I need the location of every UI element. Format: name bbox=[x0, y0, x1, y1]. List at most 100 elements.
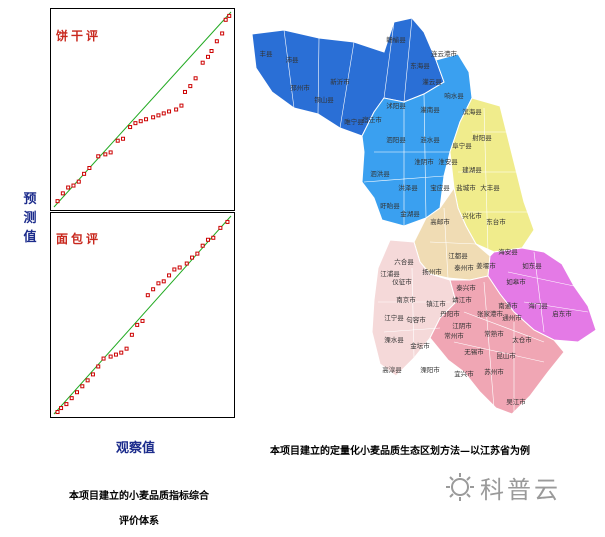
x-axis-label: 观察值 bbox=[116, 441, 156, 456]
county-label: 金湖县 bbox=[400, 209, 420, 218]
data-point bbox=[218, 225, 223, 230]
county-label: 淮安县 bbox=[438, 157, 458, 166]
county-label: 江都县 bbox=[448, 252, 468, 260]
county-label: 泰州市 bbox=[454, 263, 474, 272]
county-borders bbox=[283, 17, 589, 412]
data-point bbox=[211, 235, 216, 240]
data-point bbox=[167, 109, 172, 114]
county-label: 泗阳县 bbox=[386, 135, 406, 144]
data-point bbox=[124, 346, 129, 351]
county-label: 无锡市 bbox=[464, 347, 484, 356]
county-label: 赣榆县 bbox=[386, 35, 406, 44]
county-label: 洪泽县 bbox=[398, 183, 418, 192]
county-label: 沭阳县 bbox=[386, 101, 406, 110]
data-point bbox=[144, 117, 149, 122]
data-point bbox=[96, 364, 101, 369]
county-label: 句容市 bbox=[406, 315, 426, 324]
data-point bbox=[172, 267, 177, 272]
scatter-panel-biscuit: 饼干评 bbox=[50, 8, 235, 211]
left-caption-line1: 本项目建立的小麦品质指标综合 bbox=[69, 491, 209, 502]
data-point bbox=[113, 352, 118, 357]
data-point bbox=[223, 17, 228, 22]
county-label: 如皋市 bbox=[506, 277, 526, 286]
data-point bbox=[167, 273, 172, 278]
y-axis-label: 预测值 bbox=[23, 192, 37, 245]
county-label: 通州市 bbox=[502, 313, 522, 322]
data-point bbox=[108, 354, 113, 359]
data-point bbox=[82, 171, 87, 176]
watermark: 科普云 bbox=[442, 470, 582, 504]
county-label: 丹阳市 bbox=[440, 309, 460, 318]
county-label: 昆山市 bbox=[496, 351, 516, 360]
county-label: 灌云县 bbox=[422, 77, 442, 86]
data-point bbox=[135, 322, 140, 327]
jiangsu-zoning-map: 赣榆县 东海县 连云港市 灌云县 丰县 沛县 邳州市 新沂市 铜山县 睢宁县 宿迁市 沭阳县 灌南县 响水… bbox=[244, 12, 604, 430]
data-point bbox=[119, 350, 124, 355]
county-label: 盐城市 bbox=[456, 183, 476, 192]
data-point bbox=[184, 261, 189, 266]
county-label: 响水县 bbox=[444, 91, 464, 100]
data-point bbox=[96, 154, 101, 159]
county-label: 常州市 bbox=[444, 331, 464, 340]
data-point bbox=[64, 402, 69, 407]
data-point bbox=[161, 111, 166, 116]
county-label: 东台市 bbox=[486, 217, 506, 226]
data-point bbox=[145, 293, 150, 298]
county-label: 江阴市 bbox=[452, 321, 472, 330]
left-caption-line2: 评价体系 bbox=[119, 516, 159, 527]
data-point bbox=[69, 396, 74, 401]
data-point bbox=[161, 279, 166, 284]
county-label: 宜兴市 bbox=[454, 369, 474, 378]
county-label: 太仓市 bbox=[512, 335, 532, 344]
county-label: 姜堰市 bbox=[476, 261, 496, 270]
fit-line bbox=[53, 215, 232, 415]
data-point bbox=[128, 125, 133, 130]
data-point bbox=[195, 251, 200, 256]
data-point bbox=[76, 179, 81, 184]
county-label: 建湖县 bbox=[462, 165, 482, 174]
data-point bbox=[121, 136, 126, 141]
panel-title-bread: 面包评 bbox=[56, 232, 102, 246]
county-label: 东海县 bbox=[410, 61, 430, 70]
county-label: 淮阴市 bbox=[414, 157, 434, 166]
data-point bbox=[133, 121, 138, 126]
data-point bbox=[209, 49, 214, 53]
data-point bbox=[200, 243, 205, 248]
data-point bbox=[156, 113, 161, 118]
data-point bbox=[188, 84, 193, 89]
data-point bbox=[182, 89, 187, 94]
county-label: 丰县 bbox=[260, 49, 274, 58]
county-label: 睢宁县 bbox=[344, 117, 364, 126]
data-point bbox=[225, 219, 230, 224]
data-point bbox=[190, 255, 195, 260]
data-point bbox=[85, 378, 90, 383]
scatter-plot-bread bbox=[53, 215, 232, 415]
county-label: 邳州市 bbox=[290, 83, 310, 92]
county-label: 滨海县 bbox=[462, 107, 482, 116]
data-point bbox=[55, 199, 60, 204]
county-label: 兴化市 bbox=[462, 211, 482, 220]
zone-pink bbox=[429, 275, 565, 415]
county-label: 镇江市 bbox=[426, 299, 446, 308]
data-point bbox=[108, 150, 113, 155]
county-label: 江浦县 bbox=[380, 269, 400, 278]
county-label: 扬州市 bbox=[422, 267, 442, 276]
county-label: 江宁县 bbox=[384, 313, 404, 322]
county-label: 张家港市 bbox=[477, 309, 504, 318]
data-point bbox=[75, 390, 80, 395]
county-label: 溧阳市 bbox=[420, 365, 440, 374]
county-label: 大丰县 bbox=[480, 183, 500, 192]
county-label: 苏州市 bbox=[484, 367, 504, 376]
county-label: 金坛市 bbox=[410, 341, 430, 350]
data-point bbox=[129, 332, 134, 337]
data-point bbox=[156, 281, 161, 286]
right-caption: 本项目建立的定量化小麦品质生态区划方法—以江苏省为例 bbox=[270, 446, 530, 457]
county-label: 射阳县 bbox=[472, 133, 492, 142]
county-label: 涟水县 bbox=[420, 135, 440, 144]
data-point bbox=[71, 183, 76, 188]
zone-yellow bbox=[449, 97, 535, 253]
county-label: 仪征市 bbox=[392, 277, 412, 286]
county-label: 溧水县 bbox=[384, 335, 404, 344]
data-point bbox=[59, 406, 64, 411]
data-point bbox=[227, 13, 232, 18]
